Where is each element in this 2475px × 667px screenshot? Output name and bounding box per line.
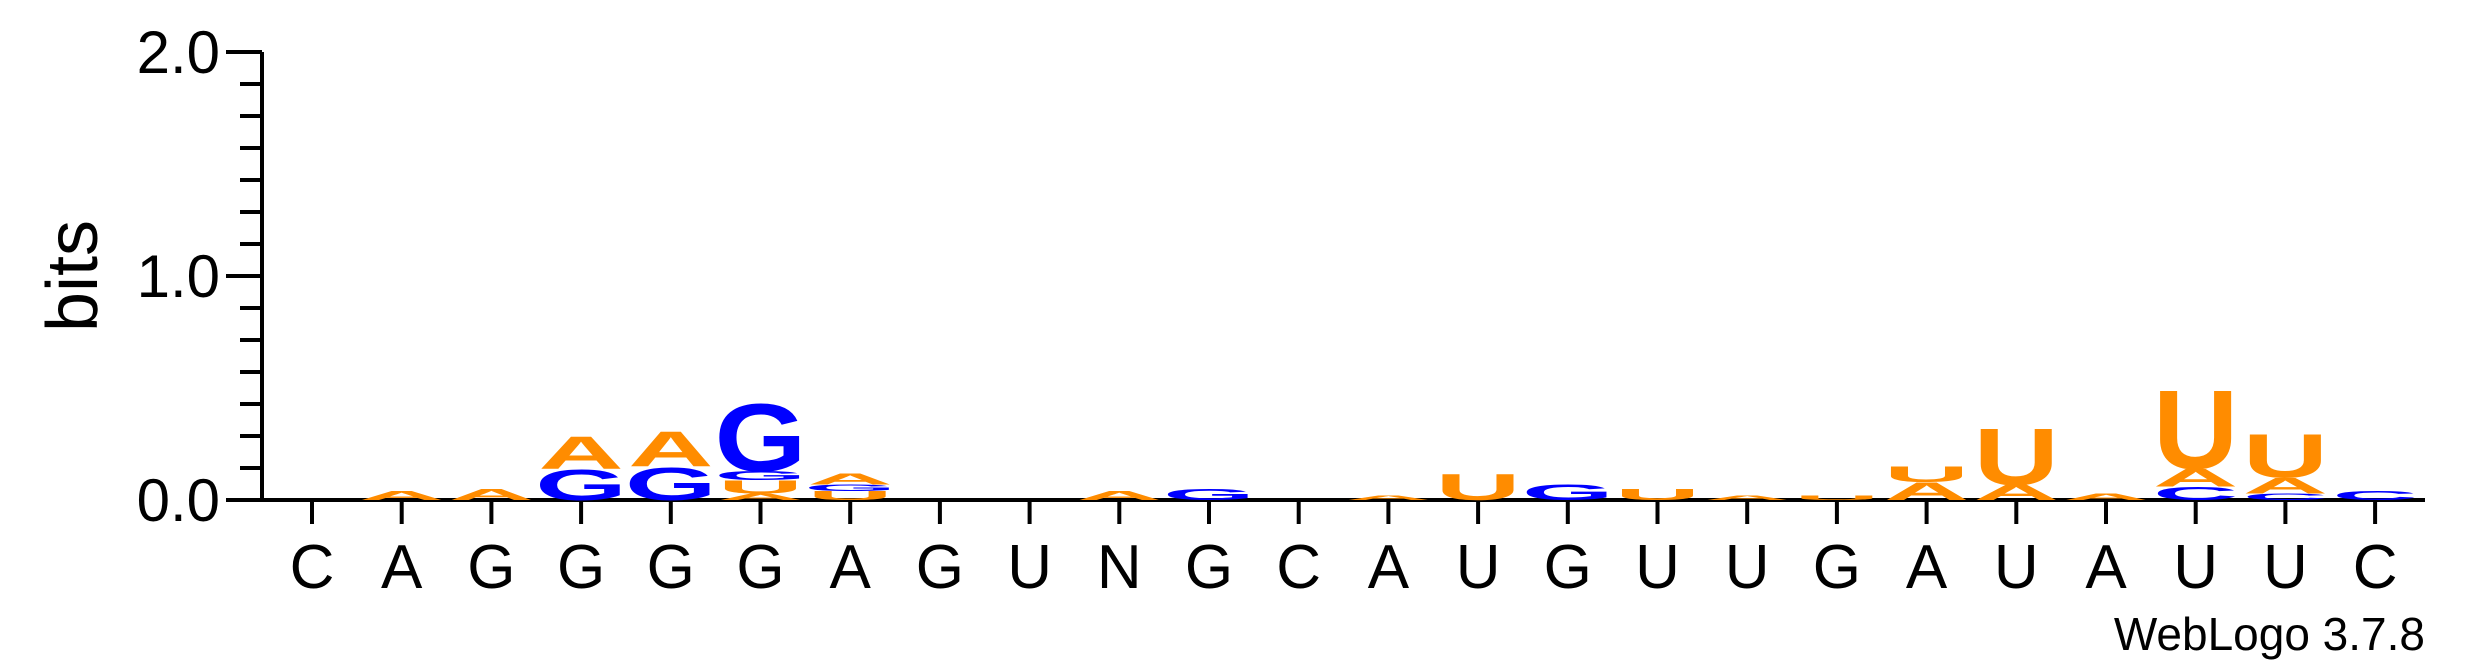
logo-letter-u: U (1794, 494, 1879, 501)
logo-letter-g: G (535, 460, 627, 509)
logo-letter-u: U (2153, 368, 2238, 493)
logo-letter-a: A (449, 486, 534, 503)
x-tick-label: G (916, 533, 964, 602)
weblogo-credit: WebLogo 3.7.8 (2114, 608, 2425, 660)
logo-letter-c: C (2332, 489, 2417, 503)
x-tick-label: A (830, 533, 872, 602)
logo-letter-g: G (715, 469, 807, 483)
y-tick-label: 0.0 (137, 467, 220, 534)
logo-letter-a: A (808, 470, 893, 487)
x-tick-label: U (1456, 533, 1501, 602)
x-tick-label: U (1725, 533, 1770, 602)
y-axis-label: bits (33, 220, 113, 332)
logo-letter-a: A (1077, 489, 1162, 503)
logo-letter-g: G (715, 383, 807, 491)
logo-letter-a: A (2063, 492, 2148, 502)
logo-letter-u: U (1435, 466, 1520, 508)
x-tick-label: G (1544, 533, 1592, 602)
x-tick-label: G (557, 533, 605, 602)
x-tick-label: N (1097, 533, 1142, 602)
logo-letter-c: C (2243, 492, 2328, 502)
logo-letter-u: U (2243, 422, 2328, 491)
x-tick-label: C (2353, 533, 2398, 602)
x-tick-label: C (290, 533, 335, 602)
logo-letter-a: A (1705, 494, 1790, 501)
x-tick-label: C (1276, 533, 1321, 602)
x-tick-label: A (1368, 533, 1410, 602)
x-tick-label: G (467, 533, 515, 602)
x-tick-label: U (1994, 533, 2039, 602)
x-tick-label: G (647, 533, 695, 602)
x-tick-label: A (2085, 533, 2127, 602)
y-tick-label: 2.0 (137, 19, 220, 86)
logo-letter-u: U (1884, 463, 1969, 487)
y-tick-label: 1.0 (137, 243, 220, 310)
x-tick-label: G (736, 533, 784, 602)
logo-letter-u: U (808, 489, 893, 503)
x-tick-label: U (2263, 533, 2308, 602)
logo-letter-a: A (1974, 481, 2059, 505)
logo-letter-g: G (1163, 486, 1255, 503)
logo-letter-g: G (1522, 481, 1614, 505)
x-tick-label: A (381, 533, 423, 602)
logo-letter-u: U (1974, 412, 2059, 502)
x-tick-label: G (1185, 533, 1233, 602)
logo-letter-u: U (718, 476, 803, 497)
x-tick-label: U (1635, 533, 1680, 602)
logo-letter-a: A (538, 427, 623, 479)
x-tick-label: U (2173, 533, 2218, 602)
logo-letter-g: G (625, 458, 717, 510)
logo-letter-a: A (359, 489, 444, 503)
logo-letter-a: A (2243, 474, 2328, 498)
x-tick-label: U (1007, 533, 1052, 602)
x-tick-label: A (1906, 533, 1948, 602)
logo-letter-g: G (804, 483, 896, 493)
logo-letter-a: A (2153, 464, 2238, 492)
x-tick-label: G (1813, 533, 1861, 602)
logo-letter-a: A (628, 422, 713, 477)
logo-letter-u: U (1615, 486, 1700, 503)
logo-letter-a: A (718, 492, 803, 502)
logo-letter-a: A (1346, 494, 1431, 501)
logo-letter-a: A (1884, 478, 1969, 506)
logo-letter-c: C (2153, 483, 2238, 504)
y-ticks: 0.0 1.0 2.0 (137, 19, 262, 534)
